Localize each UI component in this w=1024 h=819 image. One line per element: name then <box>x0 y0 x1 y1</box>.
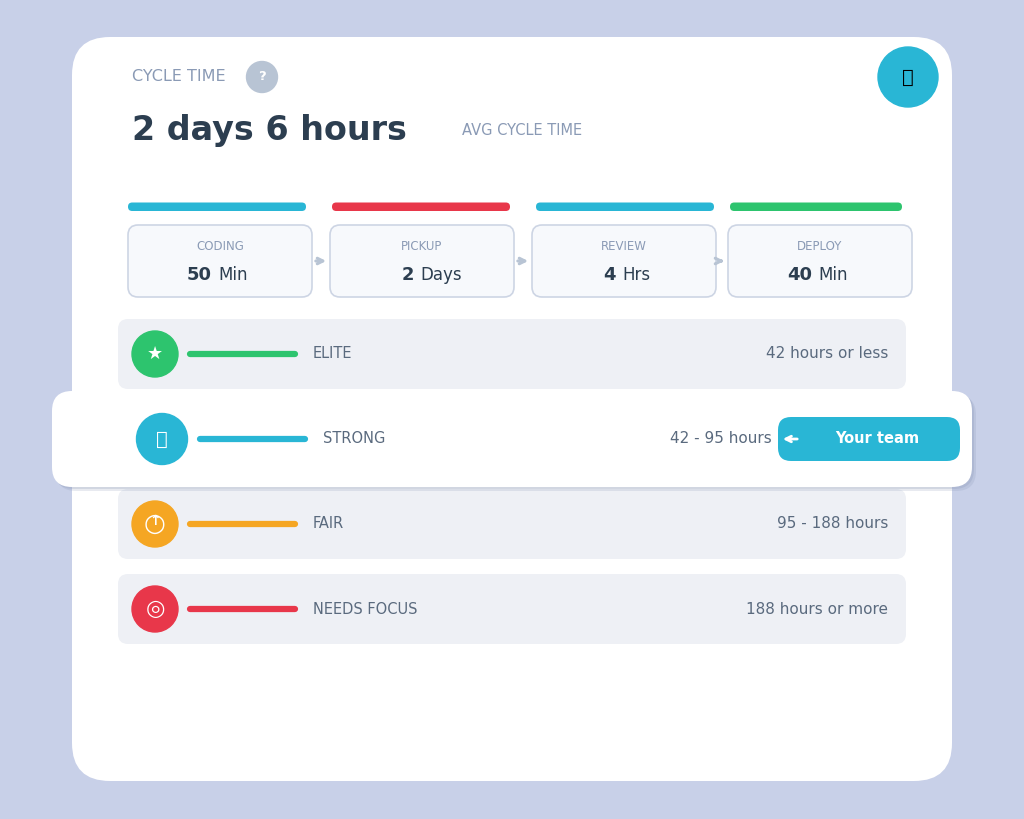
Text: FAIR: FAIR <box>313 517 344 532</box>
FancyBboxPatch shape <box>778 417 961 461</box>
Text: 4: 4 <box>603 266 616 284</box>
Text: 2 days 6 hours: 2 days 6 hours <box>132 115 407 147</box>
Text: Your team: Your team <box>835 432 920 446</box>
Text: 42 - 95 hours: 42 - 95 hours <box>671 432 772 446</box>
FancyBboxPatch shape <box>128 225 312 297</box>
FancyBboxPatch shape <box>730 202 902 211</box>
FancyBboxPatch shape <box>728 225 912 297</box>
FancyBboxPatch shape <box>52 391 972 487</box>
FancyBboxPatch shape <box>118 489 906 559</box>
FancyBboxPatch shape <box>54 393 974 489</box>
Text: ◎: ◎ <box>145 599 165 619</box>
FancyBboxPatch shape <box>118 319 906 389</box>
Text: AVG CYCLE TIME: AVG CYCLE TIME <box>462 124 582 138</box>
Text: REVIEW: REVIEW <box>601 240 647 253</box>
Text: 👍: 👍 <box>902 67 913 87</box>
Circle shape <box>132 501 178 547</box>
Text: STRONG: STRONG <box>323 432 385 446</box>
Text: ○: ○ <box>144 512 166 536</box>
FancyBboxPatch shape <box>536 202 714 211</box>
Circle shape <box>878 47 938 107</box>
Text: Days: Days <box>420 266 462 284</box>
Text: Min: Min <box>818 266 848 284</box>
Text: Hrs: Hrs <box>622 266 650 284</box>
Text: DEPLOY: DEPLOY <box>798 240 843 253</box>
Text: Min: Min <box>218 266 248 284</box>
FancyBboxPatch shape <box>332 202 510 211</box>
Text: ★: ★ <box>146 345 163 363</box>
FancyBboxPatch shape <box>330 225 514 297</box>
Text: CYCLE TIME: CYCLE TIME <box>132 70 225 84</box>
Text: NEEDS FOCUS: NEEDS FOCUS <box>313 601 418 617</box>
Text: ELITE: ELITE <box>313 346 352 361</box>
Text: 188 hours or more: 188 hours or more <box>746 601 888 617</box>
Text: 👍: 👍 <box>156 429 168 449</box>
FancyBboxPatch shape <box>72 37 952 781</box>
Text: 40: 40 <box>787 266 812 284</box>
Circle shape <box>247 61 278 93</box>
Text: 50: 50 <box>187 266 212 284</box>
Text: ?: ? <box>258 70 266 84</box>
FancyBboxPatch shape <box>56 395 976 491</box>
Text: 95 - 188 hours: 95 - 188 hours <box>776 517 888 532</box>
Text: PICKUP: PICKUP <box>401 240 442 253</box>
FancyBboxPatch shape <box>128 202 306 211</box>
Circle shape <box>132 331 178 377</box>
FancyBboxPatch shape <box>118 574 906 644</box>
Circle shape <box>132 586 178 632</box>
Text: 2: 2 <box>401 266 414 284</box>
Text: ↑: ↑ <box>150 514 161 528</box>
Circle shape <box>136 414 187 464</box>
Text: 42 hours or less: 42 hours or less <box>766 346 888 361</box>
Text: CODING: CODING <box>196 240 244 253</box>
FancyBboxPatch shape <box>532 225 716 297</box>
